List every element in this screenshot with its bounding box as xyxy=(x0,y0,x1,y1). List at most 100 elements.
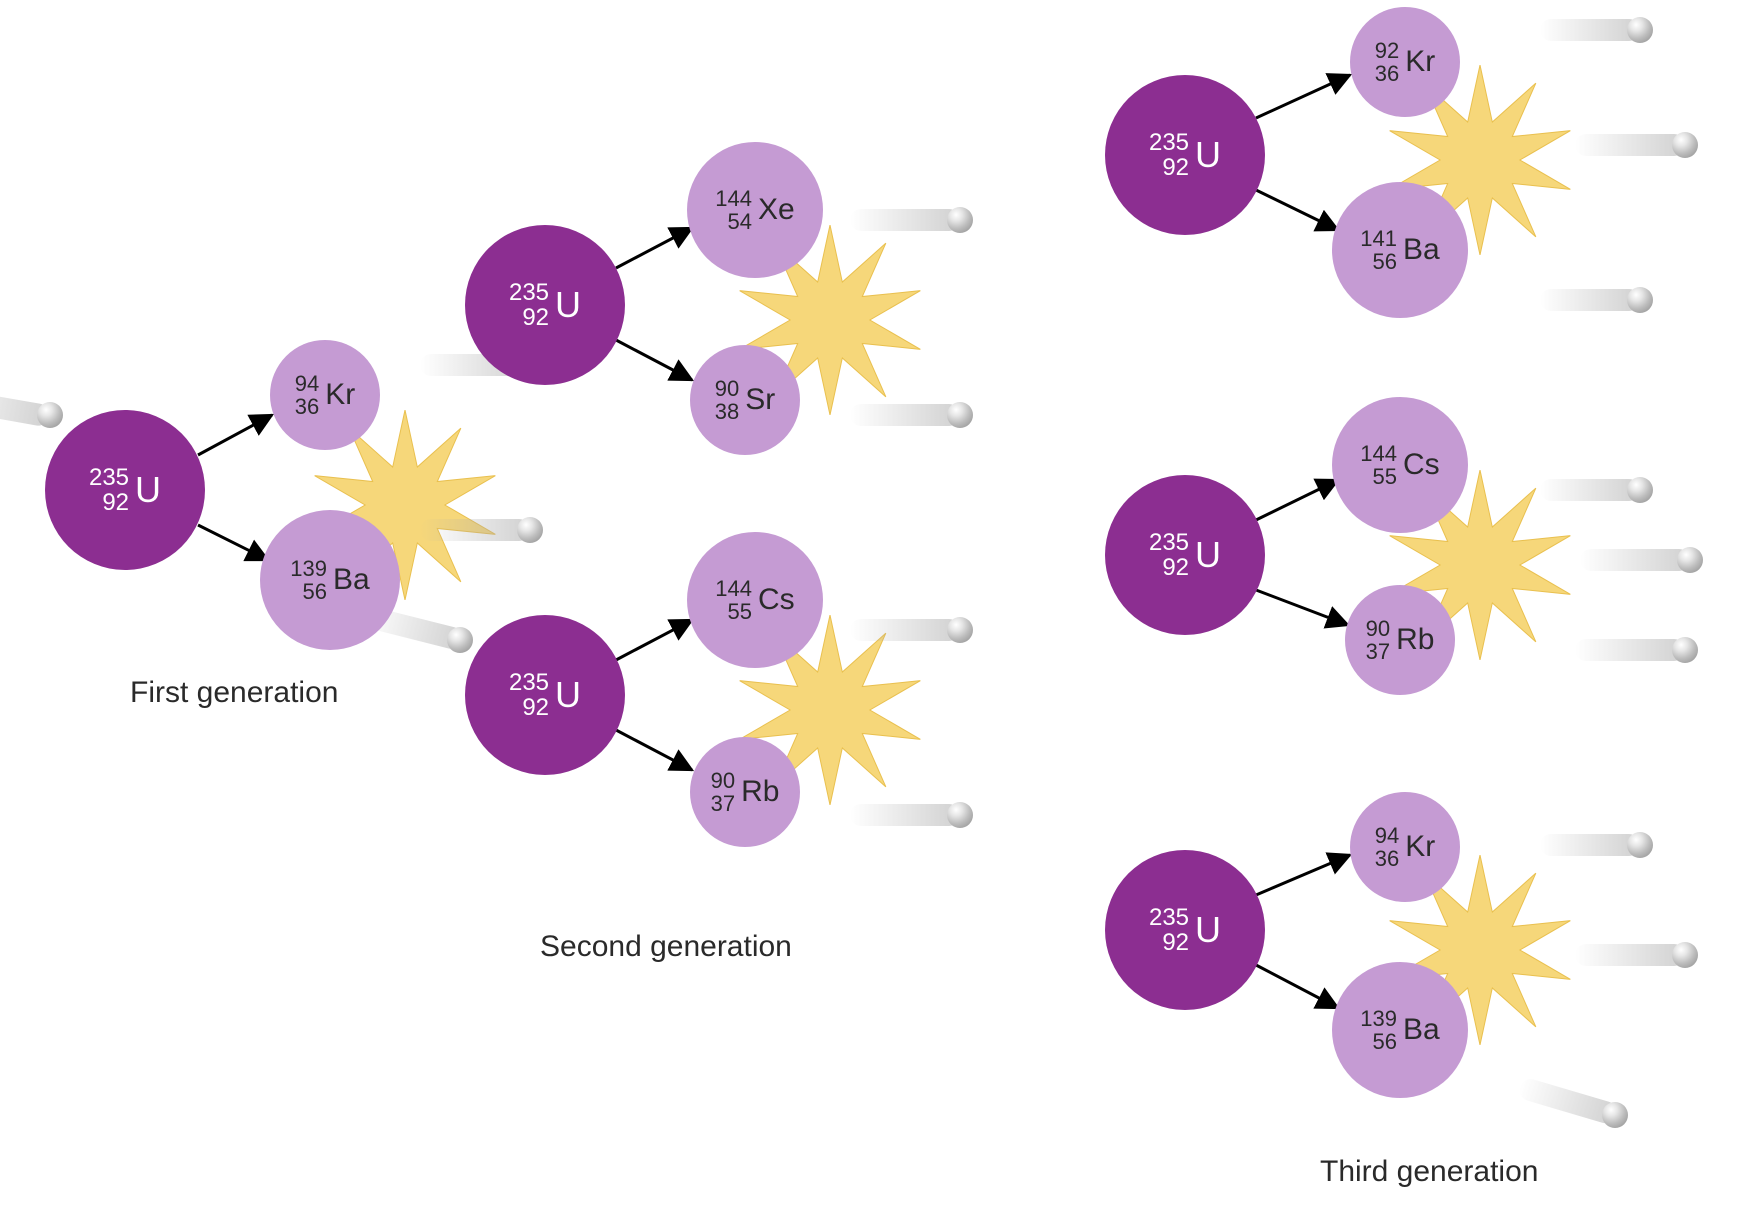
element-symbol: Sr xyxy=(745,384,775,416)
mass-number: 92 xyxy=(1375,38,1399,63)
mass-number: 139 xyxy=(1360,1006,1397,1031)
fission-product-nucleus: 14156Ba xyxy=(1332,182,1468,318)
fission-product-nucleus: 9037Rb xyxy=(1345,585,1455,695)
element-symbol: Kr xyxy=(325,379,355,411)
neutron-trail xyxy=(1540,479,1640,501)
fission-chain-diagram: 23592U23592U23592U23592U23592U23592U 943… xyxy=(0,0,1737,1210)
neutron-icon xyxy=(1677,547,1703,573)
neutron-trail xyxy=(1540,19,1640,41)
label-third-generation: Third generation xyxy=(1320,1155,1538,1189)
mass-number: 235 xyxy=(1149,904,1189,931)
neutron-icon xyxy=(1627,832,1653,858)
neutron-icon xyxy=(1672,637,1698,663)
atomic-number: 55 xyxy=(728,599,752,624)
arrow xyxy=(616,228,692,268)
neutron-icon xyxy=(517,517,543,543)
mass-number: 90 xyxy=(715,376,739,401)
neutron-icon xyxy=(947,617,973,643)
neutron-trail xyxy=(850,209,960,231)
element-symbol: Kr xyxy=(1405,831,1435,863)
neutron-trail xyxy=(850,404,960,426)
mass-number: 94 xyxy=(295,371,319,396)
neutron-trail xyxy=(1575,639,1685,661)
atomic-number: 92 xyxy=(522,304,549,331)
atomic-number: 36 xyxy=(1375,61,1399,86)
mass-number: 94 xyxy=(1375,823,1399,848)
element-symbol: Rb xyxy=(1396,624,1434,656)
arrow xyxy=(198,525,268,560)
mass-number: 235 xyxy=(1149,529,1189,556)
element-symbol: Cs xyxy=(1403,449,1440,481)
arrow xyxy=(616,730,692,770)
arrow xyxy=(1256,965,1338,1008)
mass-number: 235 xyxy=(89,464,129,491)
mass-number: 144 xyxy=(1360,441,1397,466)
uranium-nucleus: 23592U xyxy=(45,410,205,570)
atomic-number: 56 xyxy=(1373,1029,1397,1054)
neutron-trail xyxy=(1575,134,1685,156)
element-symbol: U xyxy=(555,676,581,714)
element-symbol: Kr xyxy=(1405,46,1435,78)
mass-number: 144 xyxy=(715,186,752,211)
neutron-trail xyxy=(850,804,960,826)
neutron-trail xyxy=(850,619,960,641)
atomic-number: 54 xyxy=(728,209,752,234)
uranium-nucleus: 23592U xyxy=(1105,850,1265,1010)
mass-number: 141 xyxy=(1360,226,1397,251)
arrow xyxy=(1256,190,1338,230)
element-symbol: U xyxy=(1195,536,1221,574)
mass-number: 139 xyxy=(290,556,327,581)
element-symbol: Ba xyxy=(1403,234,1440,266)
element-symbol: Cs xyxy=(758,584,795,616)
fission-product-nucleus: 14454Xe xyxy=(687,142,823,278)
neutron-icon xyxy=(1672,942,1698,968)
element-symbol: U xyxy=(1195,911,1221,949)
neutron-icon xyxy=(1602,1102,1628,1128)
neutron-icon xyxy=(1627,287,1653,313)
element-symbol: Xe xyxy=(758,194,795,226)
atomic-number: 55 xyxy=(1373,464,1397,489)
arrow xyxy=(1256,855,1350,895)
neutron-icon xyxy=(1627,17,1653,43)
neutron-icon xyxy=(947,802,973,828)
uranium-nucleus: 23592U xyxy=(465,225,625,385)
atomic-number: 36 xyxy=(1375,846,1399,871)
mass-number: 90 xyxy=(711,768,735,793)
neutron-icon xyxy=(447,627,473,653)
label-first-generation: First generation xyxy=(130,676,338,710)
element-symbol: U xyxy=(1195,136,1221,174)
element-symbol: Ba xyxy=(333,564,370,596)
atomic-number: 92 xyxy=(522,694,549,721)
mass-number: 235 xyxy=(509,669,549,696)
mass-number: 90 xyxy=(1366,616,1390,641)
atomic-number: 92 xyxy=(102,489,129,516)
fission-product-nucleus: 9038Sr xyxy=(690,345,800,455)
neutron-trail xyxy=(1575,944,1685,966)
atomic-number: 36 xyxy=(295,394,319,419)
arrow xyxy=(1256,75,1350,118)
element-symbol: Ba xyxy=(1403,1014,1440,1046)
fission-product-nucleus: 9436Kr xyxy=(1350,792,1460,902)
neutron-icon xyxy=(37,402,63,428)
uranium-nucleus: 23592U xyxy=(1105,75,1265,235)
fission-product-nucleus: 14455Cs xyxy=(687,532,823,668)
fission-product-nucleus: 14455Cs xyxy=(1332,397,1468,533)
uranium-nucleus: 23592U xyxy=(1105,475,1265,635)
atomic-number: 37 xyxy=(1366,639,1390,664)
neutron-icon xyxy=(947,402,973,428)
atomic-number: 92 xyxy=(1162,154,1189,181)
arrow xyxy=(616,340,692,380)
arrow xyxy=(1256,590,1348,625)
fission-product-nucleus: 13956Ba xyxy=(260,510,400,650)
element-symbol: Rb xyxy=(741,776,779,808)
atomic-number: 38 xyxy=(715,399,739,424)
neutron-icon xyxy=(947,207,973,233)
mass-number: 144 xyxy=(715,576,752,601)
fission-product-nucleus: 9236Kr xyxy=(1350,7,1460,117)
neutron-icon xyxy=(1627,477,1653,503)
atomic-number: 56 xyxy=(303,579,327,604)
atomic-number: 56 xyxy=(1373,249,1397,274)
uranium-nucleus: 23592U xyxy=(465,615,625,775)
neutron-trail xyxy=(1540,834,1640,856)
neutron-icon xyxy=(1672,132,1698,158)
